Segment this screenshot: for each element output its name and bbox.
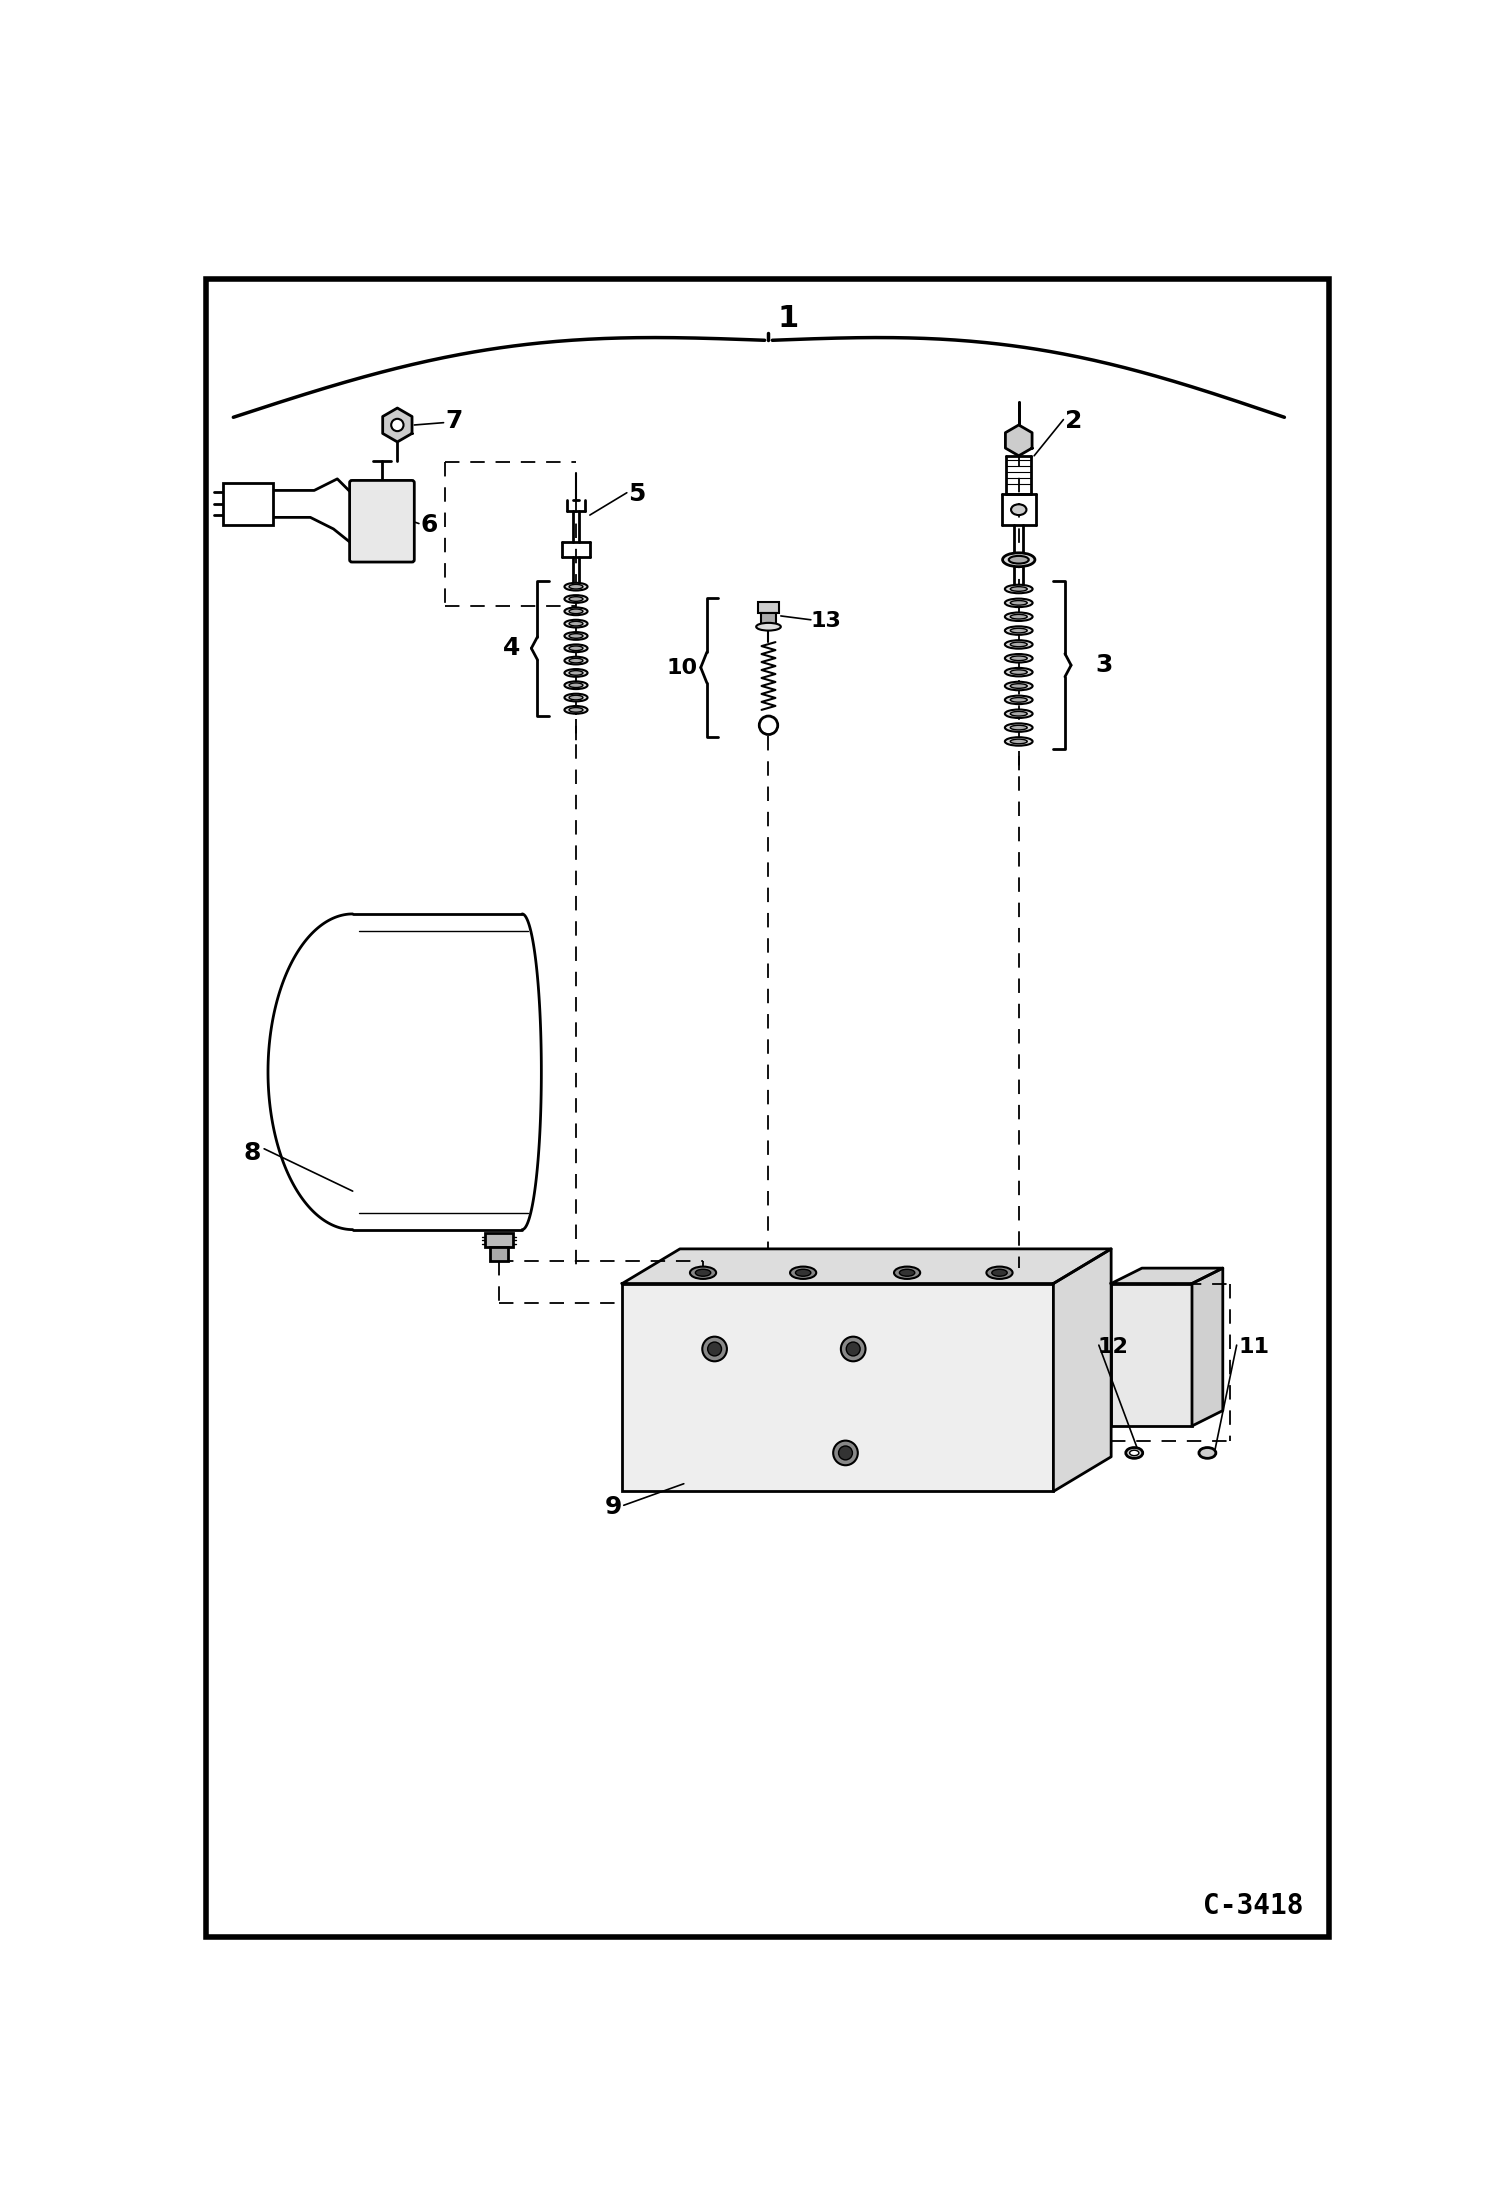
Ellipse shape [1010, 586, 1028, 592]
Ellipse shape [1005, 641, 1032, 649]
Ellipse shape [1010, 656, 1028, 660]
Ellipse shape [569, 671, 583, 676]
Ellipse shape [707, 1343, 722, 1356]
Ellipse shape [565, 608, 587, 614]
Bar [758, 601, 779, 612]
Text: 7: 7 [445, 408, 463, 432]
Ellipse shape [1005, 682, 1032, 691]
Ellipse shape [1010, 685, 1028, 689]
Ellipse shape [569, 695, 583, 700]
Ellipse shape [565, 656, 587, 665]
Bar [761, 612, 776, 625]
Text: 13: 13 [810, 612, 842, 632]
Ellipse shape [691, 1266, 716, 1279]
Polygon shape [1053, 1248, 1112, 1492]
Ellipse shape [1126, 1448, 1143, 1459]
Ellipse shape [1005, 724, 1032, 733]
Ellipse shape [1005, 586, 1032, 592]
Ellipse shape [833, 1441, 858, 1466]
Ellipse shape [1005, 709, 1032, 717]
Ellipse shape [1010, 711, 1028, 715]
Ellipse shape [756, 623, 780, 630]
Ellipse shape [569, 597, 583, 601]
Bar [485, 1233, 512, 1248]
Ellipse shape [1129, 1450, 1138, 1455]
Ellipse shape [565, 693, 587, 702]
Ellipse shape [569, 584, 583, 588]
Ellipse shape [565, 632, 587, 641]
Ellipse shape [846, 1343, 860, 1356]
Ellipse shape [1002, 553, 1035, 566]
Ellipse shape [569, 709, 583, 713]
Ellipse shape [795, 1270, 810, 1277]
Ellipse shape [565, 595, 587, 603]
Ellipse shape [569, 621, 583, 625]
Ellipse shape [1010, 643, 1028, 647]
Ellipse shape [1010, 614, 1028, 619]
Ellipse shape [569, 610, 583, 614]
Text: 8: 8 [243, 1141, 261, 1165]
Text: 3: 3 [1095, 654, 1113, 678]
Text: 5: 5 [628, 483, 646, 507]
Ellipse shape [1005, 654, 1032, 663]
Ellipse shape [992, 1270, 1007, 1277]
Ellipse shape [1010, 627, 1028, 632]
Ellipse shape [1010, 669, 1028, 674]
Polygon shape [382, 408, 412, 441]
Ellipse shape [1010, 739, 1028, 744]
Ellipse shape [1010, 698, 1028, 702]
Polygon shape [1005, 426, 1032, 456]
Ellipse shape [1008, 555, 1029, 564]
Ellipse shape [391, 419, 403, 432]
Ellipse shape [1010, 726, 1028, 731]
Ellipse shape [569, 658, 583, 663]
FancyBboxPatch shape [349, 480, 415, 562]
Text: 11: 11 [1239, 1336, 1269, 1356]
Ellipse shape [1010, 601, 1028, 606]
Text: 1: 1 [777, 305, 798, 333]
Ellipse shape [569, 645, 583, 652]
Ellipse shape [839, 1446, 852, 1459]
Ellipse shape [759, 715, 777, 735]
Ellipse shape [1005, 599, 1032, 608]
Polygon shape [1112, 1268, 1222, 1283]
Bar [622, 1283, 1053, 1492]
Text: 9: 9 [605, 1494, 622, 1518]
Ellipse shape [695, 1270, 710, 1277]
Text: 12: 12 [1097, 1336, 1128, 1356]
Text: 10: 10 [667, 658, 698, 678]
Ellipse shape [789, 1266, 816, 1279]
Ellipse shape [1198, 1448, 1216, 1459]
Text: 4: 4 [503, 636, 520, 660]
Ellipse shape [899, 1270, 915, 1277]
Polygon shape [1192, 1268, 1222, 1426]
Ellipse shape [986, 1266, 1013, 1279]
Ellipse shape [565, 619, 587, 627]
Ellipse shape [1005, 612, 1032, 621]
Ellipse shape [1005, 737, 1032, 746]
Ellipse shape [569, 682, 583, 687]
Ellipse shape [565, 584, 587, 590]
Bar [1112, 1283, 1192, 1426]
Ellipse shape [840, 1336, 866, 1360]
Ellipse shape [1005, 695, 1032, 704]
Ellipse shape [565, 682, 587, 689]
Ellipse shape [1005, 667, 1032, 676]
Ellipse shape [565, 706, 587, 713]
Ellipse shape [565, 669, 587, 676]
Ellipse shape [1011, 505, 1026, 516]
Text: C-3418: C-3418 [1203, 1891, 1303, 1920]
Bar [223, 483, 273, 524]
Ellipse shape [703, 1336, 727, 1360]
Ellipse shape [894, 1266, 920, 1279]
Text: 2: 2 [1065, 408, 1083, 432]
Ellipse shape [569, 634, 583, 638]
Bar [490, 1248, 508, 1262]
Ellipse shape [565, 645, 587, 652]
Text: 6: 6 [421, 513, 437, 538]
Polygon shape [622, 1248, 1112, 1283]
Ellipse shape [1005, 625, 1032, 634]
